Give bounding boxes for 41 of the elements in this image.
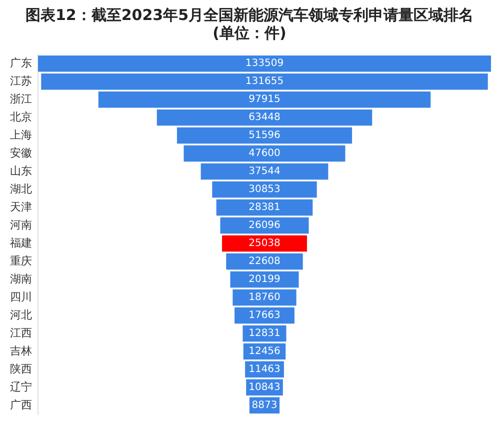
data-label: 97915	[248, 94, 280, 106]
data-label: 47600	[248, 148, 280, 160]
data-label: 12456	[248, 346, 280, 358]
data-label: 11463	[248, 364, 280, 376]
category-label: 广西	[10, 398, 32, 412]
category-label: 浙江	[10, 92, 32, 106]
data-label: 18760	[248, 292, 280, 304]
category-label: 重庆	[10, 254, 32, 268]
category-label: 陕西	[10, 362, 32, 376]
data-label: 51596	[248, 130, 280, 142]
category-label: 湖南	[10, 272, 32, 286]
data-label: 133509	[245, 58, 284, 70]
data-label: 63448	[248, 112, 280, 124]
data-label: 22608	[248, 256, 280, 268]
data-label: 25038	[248, 238, 280, 250]
text: 图表12：截至2023年5月全国新能源汽车领域专利申请量区域排名 (单位：件)	[24, 6, 475, 42]
data-label: 30853	[248, 184, 280, 196]
category-label: 辽宁	[10, 380, 32, 394]
category-label: 山东	[10, 164, 32, 178]
category-label: 天津	[10, 200, 32, 214]
category-label: 广东	[10, 56, 32, 70]
category-label: 河南	[10, 218, 32, 232]
category-label: 安徽	[10, 146, 32, 160]
category-label: 江苏	[10, 74, 32, 88]
category-label: 河北	[10, 308, 32, 322]
category-label: 江西	[10, 326, 32, 340]
category-label: 福建	[10, 236, 32, 250]
data-label: 20199	[248, 274, 280, 286]
data-label: 37544	[248, 166, 280, 178]
category-label: 吉林	[10, 344, 32, 358]
category-label: 湖北	[10, 182, 32, 196]
category-label: 上海	[10, 128, 32, 142]
category-label: 四川	[10, 290, 32, 304]
data-label: 8873	[252, 400, 278, 411]
data-label: 10843	[248, 382, 280, 394]
category-label: 北京	[10, 110, 32, 124]
data-label: 131655	[245, 76, 284, 88]
data-label: 17663	[248, 310, 280, 322]
data-label: 12831	[248, 328, 280, 340]
data-label: 26096	[248, 220, 280, 232]
data-label: 28381	[248, 202, 280, 214]
